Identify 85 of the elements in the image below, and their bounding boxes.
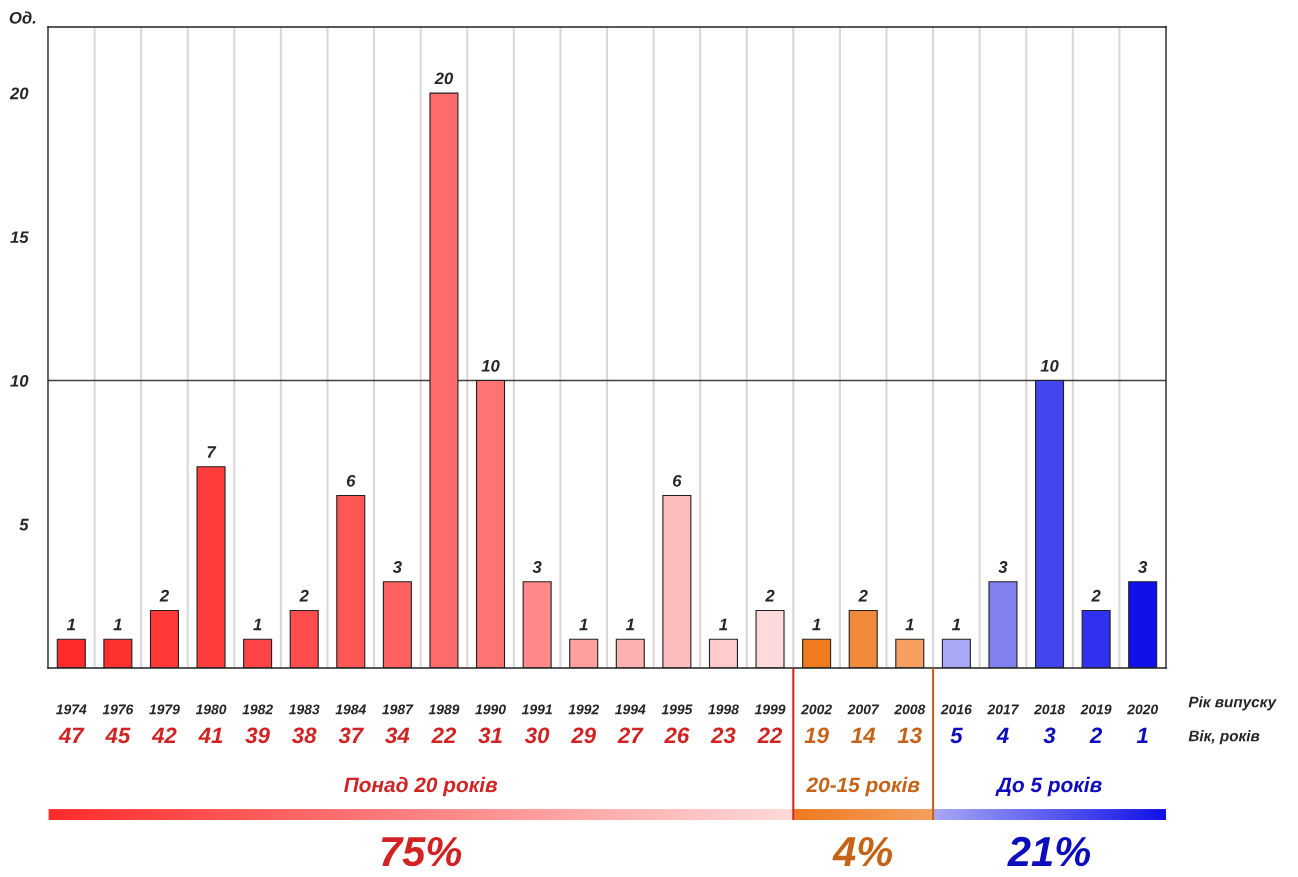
text: 23 (710, 727, 736, 744)
x-tick-label: 2017 (987, 704, 1019, 715)
data-label: 2 (1091, 589, 1101, 602)
data-label: 2 (299, 589, 309, 602)
text: 3 (1043, 727, 1056, 744)
data-label: 6 (346, 474, 356, 487)
text: 4% (832, 837, 893, 867)
data-label: 7 (207, 446, 217, 458)
data-label: 2 (159, 589, 169, 602)
x-tick-label: 2018 (1033, 704, 1065, 715)
text: До 5 років (995, 776, 1102, 797)
text: 22 (757, 727, 783, 743)
data-label: 1 (579, 618, 588, 631)
x-tick-label: 1990 (475, 704, 506, 715)
text: 41 (198, 727, 223, 743)
data-label: 1 (253, 618, 262, 631)
x-tick-label: 1984 (335, 704, 366, 715)
x-tick-label: 1976 (102, 704, 134, 715)
data-label: 1 (952, 618, 961, 631)
text: 5 (950, 727, 963, 744)
data-label: 1 (905, 618, 914, 631)
x-tick-label: 2007 (847, 704, 880, 715)
y-tick-label: 15 (10, 231, 29, 244)
data-label: 1 (66, 618, 76, 631)
text: 30 (524, 727, 550, 744)
data-label: 1 (812, 618, 821, 631)
text: 47 (58, 727, 85, 743)
text: 26 (664, 727, 690, 744)
y-tick-label: 20 (9, 87, 29, 100)
text: 39 (245, 727, 270, 744)
text: 42 (151, 727, 177, 743)
x-tick-label: 1974 (56, 704, 87, 715)
x-tick-label: 1999 (754, 704, 786, 715)
data-label: 2 (765, 589, 775, 602)
text: 27 (617, 727, 644, 743)
x-tick-label: 2016 (940, 704, 972, 715)
x-tick-label: 1998 (708, 704, 739, 715)
text: 13 (897, 727, 922, 744)
x-tick-label: 2020 (1127, 704, 1159, 715)
data-label: 2 (858, 589, 868, 602)
x-tick-label: 1989 (428, 704, 460, 715)
x-tick-label: 1994 (615, 704, 646, 715)
data-label: 10 (1040, 359, 1059, 372)
x-tick-label: 2002 (800, 704, 832, 715)
text: 45 (105, 727, 131, 744)
text: 34 (385, 727, 410, 744)
data-label: 3 (998, 561, 1008, 573)
data-label: 6 (673, 474, 682, 487)
x-tick-label: 2008 (894, 704, 926, 715)
text: 1 (1136, 727, 1148, 743)
y-tick-label: 5 (19, 518, 29, 531)
x-tick-label: 1995 (661, 704, 693, 715)
text: 75% (381, 837, 462, 867)
data-label: 3 (532, 561, 542, 573)
text: 21% (1007, 836, 1091, 867)
data-label: 10 (481, 359, 500, 372)
text: 2 (1089, 727, 1103, 743)
y-tick-label: 10 (10, 374, 29, 387)
x-tick-label: 1979 (149, 704, 180, 715)
text: 14 (851, 727, 876, 743)
text: Понад 20 років (344, 776, 498, 797)
text: 4 (996, 727, 1009, 743)
text: 31 (478, 727, 502, 744)
text: 37 (338, 727, 365, 744)
text: 38 (292, 727, 317, 744)
data-label: 1 (719, 618, 728, 631)
text: 29 (571, 727, 596, 744)
data-label: 20 (434, 72, 454, 85)
x-tick-label: 1991 (521, 704, 552, 715)
text: 20-15 років (806, 776, 920, 797)
x-tick-label: 1987 (382, 704, 414, 715)
data-label: 1 (625, 618, 635, 631)
x-tick-label: 1983 (288, 704, 320, 715)
x-tick-label: 2019 (1080, 704, 1112, 715)
data-label: 3 (392, 561, 402, 573)
data-label: 1 (113, 618, 122, 631)
data-label: 3 (1138, 561, 1148, 573)
text: Вік, років (1188, 730, 1260, 745)
x-tick-label: 1982 (242, 704, 273, 715)
text: 19 (804, 727, 829, 744)
text: 22 (431, 727, 457, 743)
y-axis-title: Од. (9, 11, 36, 24)
x-tick-label: 1980 (195, 704, 227, 715)
x-tick-label: 1992 (568, 704, 600, 715)
x-axis-title: Рік випуску (1188, 696, 1277, 711)
